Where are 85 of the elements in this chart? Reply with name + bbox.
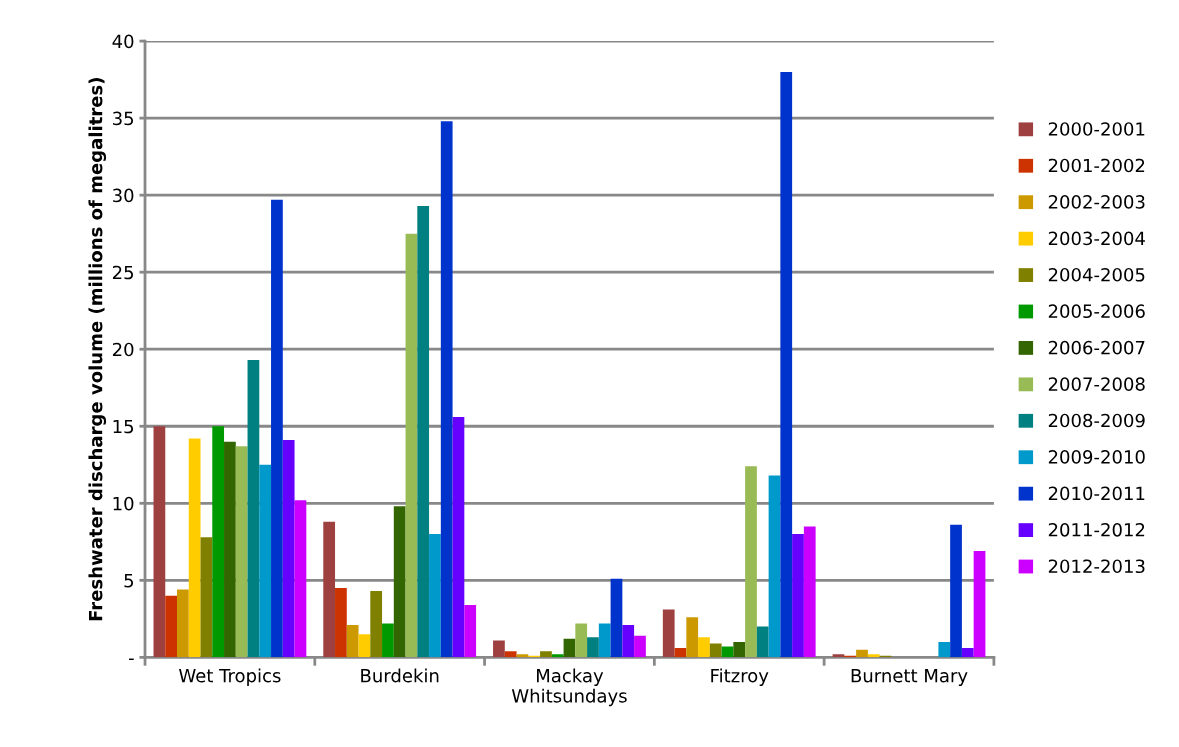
legend-label: 2007-2008 xyxy=(1048,377,1145,391)
bar xyxy=(382,623,394,658)
bar xyxy=(973,551,986,658)
legend-label: 2006-2007 xyxy=(1048,340,1145,355)
bar xyxy=(961,648,974,658)
bar xyxy=(551,654,564,658)
bar xyxy=(417,205,430,658)
bar xyxy=(698,637,710,658)
bar xyxy=(282,440,295,658)
y-tick-label: 5 xyxy=(124,574,134,588)
legend-label: 2001-2002 xyxy=(1048,158,1145,173)
bar xyxy=(335,588,347,658)
y-tick-label: 40 xyxy=(112,34,134,49)
bar xyxy=(188,438,201,658)
bar xyxy=(540,651,552,658)
legend-label: 2010-2011 xyxy=(1048,486,1145,501)
bar xyxy=(440,121,453,658)
bar xyxy=(780,71,793,658)
legend-label: 2002-2003 xyxy=(1048,195,1145,209)
bar xyxy=(803,526,816,658)
bar xyxy=(792,534,804,658)
y-tick-label: 25 xyxy=(112,265,134,280)
bar xyxy=(832,654,845,658)
bar xyxy=(464,604,477,658)
bar xyxy=(165,595,178,658)
x-tick-label: Wet Tropics xyxy=(179,668,281,686)
bar xyxy=(294,500,307,658)
legend-label: 2004-2005 xyxy=(1048,267,1145,282)
y-tick-label: - xyxy=(128,658,134,660)
legend-label: 2008-2009 xyxy=(1048,413,1145,428)
bar xyxy=(429,534,441,658)
legend-label: 2005-2006 xyxy=(1048,304,1145,319)
legend-label: 2003-2004 xyxy=(1048,231,1145,246)
bar xyxy=(686,617,699,658)
bar xyxy=(575,623,588,658)
bar xyxy=(733,641,746,658)
bar xyxy=(563,638,576,658)
bar xyxy=(271,199,283,658)
bar xyxy=(393,506,406,658)
bar xyxy=(247,360,260,658)
bar xyxy=(405,233,418,658)
bar xyxy=(662,609,675,658)
bar xyxy=(153,426,166,658)
bar xyxy=(856,649,868,658)
bar xyxy=(516,654,529,658)
legend-label: 2011-2012 xyxy=(1048,522,1145,537)
bar xyxy=(709,643,722,658)
bar xyxy=(768,475,781,658)
bar xyxy=(370,591,383,658)
bar xyxy=(867,654,880,658)
bar xyxy=(504,651,517,658)
x-tick-label: Burdekin xyxy=(361,668,439,683)
bar xyxy=(938,641,951,658)
y-tick-label: 35 xyxy=(113,111,134,126)
x-tick-label: Mackay Whitsundays xyxy=(511,668,627,707)
legend-label: 2012-2013 xyxy=(1048,559,1145,574)
bar xyxy=(224,441,236,658)
bar xyxy=(200,537,213,658)
bar xyxy=(756,626,769,658)
legend-label: 2009-2010 xyxy=(1048,450,1145,464)
y-tick-label: 20 xyxy=(112,342,134,357)
y-axis-title: Freshwater discharge volume (millions of megalitres) xyxy=(88,78,107,621)
bar xyxy=(622,625,635,658)
y-tick-label: 15 xyxy=(113,419,134,434)
bar xyxy=(610,578,623,658)
bar xyxy=(452,417,465,658)
bar xyxy=(674,648,687,658)
bar xyxy=(634,635,646,658)
legend-label: 2000-2001 xyxy=(1048,122,1145,136)
bar xyxy=(323,521,336,658)
bar xyxy=(358,634,371,658)
bar xyxy=(950,524,962,658)
bar xyxy=(598,623,611,658)
y-tick-label: 10 xyxy=(113,496,134,511)
bar xyxy=(587,637,599,658)
bar xyxy=(259,464,272,658)
bar xyxy=(235,446,248,658)
bar xyxy=(346,625,359,658)
bar xyxy=(212,426,225,658)
x-tick-label: Fitzroy xyxy=(711,668,769,686)
bar xyxy=(745,466,757,658)
bar xyxy=(177,589,189,658)
y-tick-label: 30 xyxy=(113,188,134,203)
x-tick-label: Burnett Mary xyxy=(851,669,968,686)
bar xyxy=(493,640,505,658)
